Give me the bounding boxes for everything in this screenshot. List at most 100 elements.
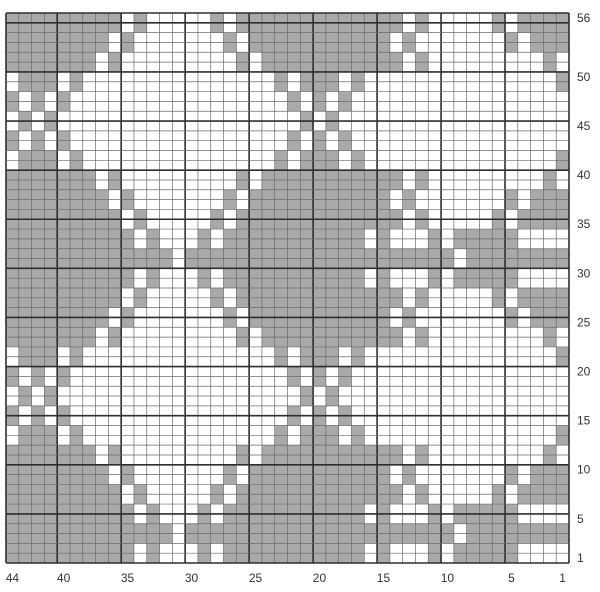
stitch-cell-contrast bbox=[82, 553, 96, 563]
stitch-cell-contrast bbox=[325, 189, 339, 200]
stitch-cell-contrast bbox=[261, 317, 275, 328]
stitch-cell-contrast bbox=[325, 258, 339, 269]
stitch-cell-contrast bbox=[300, 513, 314, 524]
stitch-cell-contrast bbox=[530, 32, 544, 43]
stitch-cell-contrast bbox=[274, 160, 288, 171]
stitch-cell-contrast bbox=[223, 474, 237, 485]
stitch-cell-contrast bbox=[133, 13, 147, 23]
stitch-cell-contrast bbox=[351, 268, 365, 279]
stitch-cell-contrast bbox=[325, 543, 339, 554]
stitch-cell-contrast bbox=[479, 523, 493, 534]
stitch-cell-contrast bbox=[415, 209, 429, 220]
stitch-cell-contrast bbox=[287, 484, 301, 495]
stitch-cell-contrast bbox=[44, 454, 58, 465]
stitch-cell-contrast bbox=[364, 307, 378, 318]
stitch-cell-contrast bbox=[351, 346, 365, 357]
stitch-cell-contrast bbox=[325, 454, 339, 465]
stitch-cell-contrast bbox=[18, 170, 32, 180]
stitch-cell-contrast bbox=[57, 101, 70, 112]
stitch-cell-contrast bbox=[274, 454, 288, 465]
stitch-cell-contrast bbox=[556, 219, 569, 230]
stitch-cell-contrast bbox=[31, 130, 45, 141]
stitch-cell-contrast bbox=[223, 464, 237, 475]
stitch-cell-contrast bbox=[325, 307, 339, 318]
stitch-cell-contrast bbox=[287, 91, 301, 102]
stitch-cell-contrast bbox=[530, 13, 544, 23]
stitch-cell-contrast bbox=[69, 179, 83, 190]
stitch-cell-contrast bbox=[18, 464, 32, 475]
stitch-cell-contrast bbox=[108, 278, 122, 288]
stitch-cell-contrast bbox=[300, 278, 314, 288]
stitch-cell-contrast bbox=[287, 543, 301, 554]
stitch-cell-contrast bbox=[338, 533, 352, 544]
stitch-cell-contrast bbox=[18, 523, 32, 534]
stitch-cell-contrast bbox=[133, 494, 147, 505]
stitch-cell-contrast bbox=[69, 52, 83, 63]
stitch-cell-contrast bbox=[261, 533, 275, 544]
stitch-cell-contrast bbox=[18, 396, 32, 406]
stitch-cell-contrast bbox=[121, 229, 134, 239]
stitch-cell-contrast bbox=[210, 248, 224, 259]
stitch-cell-contrast bbox=[325, 484, 339, 495]
stitch-cell-contrast bbox=[453, 278, 467, 288]
stitch-cell-contrast bbox=[287, 22, 301, 33]
stitch-cell-contrast bbox=[313, 52, 326, 63]
stitch-cell-contrast bbox=[325, 71, 339, 82]
stitch-cell-contrast bbox=[325, 337, 339, 347]
stitch-cell-contrast bbox=[69, 278, 83, 288]
stitch-cell-contrast bbox=[313, 278, 326, 288]
stitch-cell-contrast bbox=[300, 160, 314, 171]
stitch-cell-contrast bbox=[18, 179, 32, 190]
row-label: 56 bbox=[577, 11, 591, 25]
stitch-cell-contrast bbox=[300, 189, 314, 200]
stitch-cell-contrast bbox=[325, 52, 339, 63]
stitch-cell-contrast bbox=[325, 179, 339, 190]
stitch-cell-contrast bbox=[287, 504, 301, 514]
stitch-cell-contrast bbox=[6, 376, 19, 387]
stitch-cell-contrast bbox=[108, 494, 122, 505]
stitch-cell-contrast bbox=[69, 553, 83, 563]
stitch-cell-contrast bbox=[505, 504, 518, 514]
stitch-cell-contrast bbox=[389, 209, 403, 220]
stitch-cell-contrast bbox=[18, 533, 32, 544]
stitch-cell-contrast bbox=[6, 13, 19, 23]
stitch-cell-contrast bbox=[556, 160, 569, 171]
stitch-cell-contrast bbox=[377, 445, 390, 455]
stitch-cell-contrast bbox=[82, 543, 96, 554]
stitch-cell-contrast bbox=[517, 523, 531, 534]
stitch-cell-contrast bbox=[300, 445, 314, 455]
stitch-cell-contrast bbox=[287, 474, 301, 485]
stitch-cell-contrast bbox=[300, 219, 314, 230]
stitch-cell-contrast bbox=[249, 317, 262, 328]
stitch-cell-contrast bbox=[274, 494, 288, 505]
stitch-cell-contrast bbox=[530, 474, 544, 485]
stitch-cell-contrast bbox=[351, 71, 365, 82]
stitch-cell-contrast bbox=[479, 533, 493, 544]
stitch-cell-contrast bbox=[223, 199, 237, 210]
stitch-cell-contrast bbox=[44, 62, 58, 72]
stitch-cell-contrast bbox=[492, 248, 506, 259]
stitch-cell-contrast bbox=[325, 278, 339, 288]
stitch-cell-contrast bbox=[44, 337, 58, 347]
stitch-cell-contrast bbox=[415, 297, 429, 308]
stitch-cell-contrast bbox=[274, 62, 288, 72]
stitch-cell-contrast bbox=[543, 464, 557, 475]
stitch-cell-contrast bbox=[364, 494, 378, 505]
stitch-cell-contrast bbox=[556, 307, 569, 318]
stitch-cell-contrast bbox=[556, 346, 569, 357]
stitch-cell-contrast bbox=[82, 513, 96, 524]
stitch-cell-contrast bbox=[236, 288, 250, 298]
stitch-cell-contrast bbox=[82, 484, 96, 495]
stitch-cell-contrast bbox=[95, 42, 109, 53]
stitch-cell-contrast bbox=[505, 258, 518, 269]
stitch-cell-contrast bbox=[6, 445, 19, 455]
stitch-cell-contrast bbox=[313, 238, 326, 249]
stitch-cell-contrast bbox=[325, 160, 339, 171]
stitch-cell-contrast bbox=[82, 62, 96, 72]
stitch-cell-contrast bbox=[351, 317, 365, 328]
stitch-cell-contrast bbox=[287, 464, 301, 475]
stitch-cell-contrast bbox=[121, 268, 134, 279]
stitch-cell-contrast bbox=[338, 484, 352, 495]
stitch-cell-contrast bbox=[6, 268, 19, 279]
stitch-cell-contrast bbox=[325, 523, 339, 534]
